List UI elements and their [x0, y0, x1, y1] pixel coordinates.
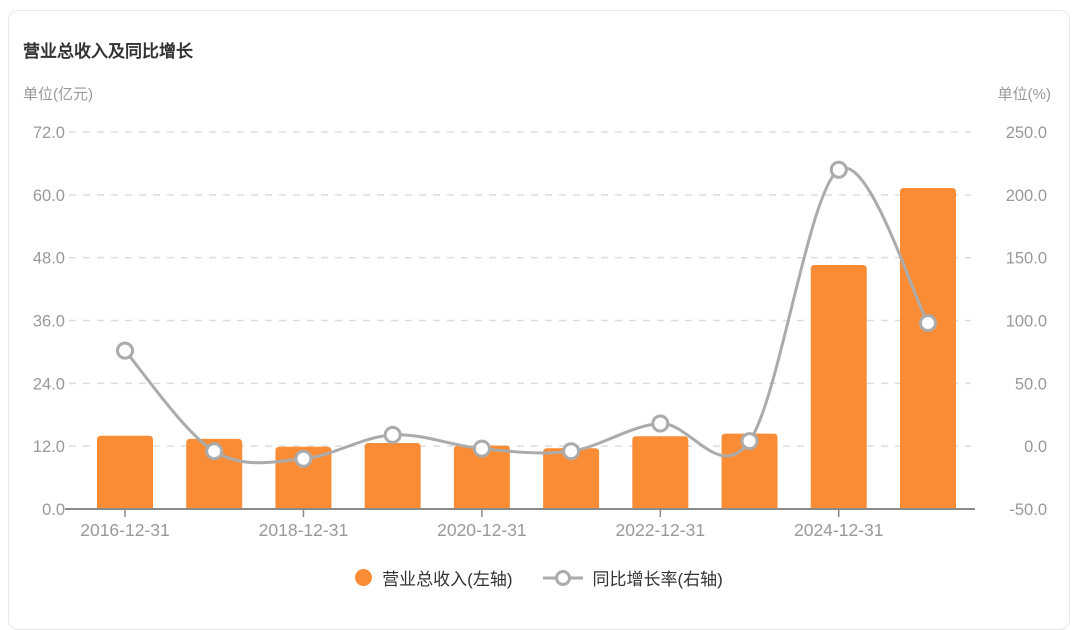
line-series-legend-marker-icon	[542, 569, 583, 587]
growth-marker-2020-12-31[interactable]	[472, 439, 491, 458]
legend-label-growth: 同比增长率(右轴)	[592, 570, 723, 589]
right-axis-unit-label: 单位(%)	[997, 86, 1051, 103]
left-axis-unit-label: 单位(亿元)	[23, 86, 93, 103]
bar-2019-12-31[interactable]	[364, 443, 421, 509]
growth-marker-2018-12-31[interactable]	[294, 449, 313, 468]
x-axis-tick-label: 2018-12-31	[259, 520, 349, 540]
left-axis-tick-label: 72.0	[33, 124, 65, 142]
left-axis-tick-label: 60.0	[33, 187, 65, 205]
bar-2016-12-31[interactable]	[97, 435, 153, 509]
growth-marker-2023-12-31[interactable]	[740, 432, 759, 451]
right-axis-labels: 250.0 200.0 150.0 100.0 50.0 0.0 -50.0	[1006, 124, 1047, 519]
growth-marker-2017-12-31[interactable]	[205, 442, 224, 461]
chart-card: 营业总收入及同比增长 单位(亿元) 单位(%) 2016-12-31 2018-1…	[8, 10, 1070, 630]
growth-marker-2019-12-31[interactable]	[383, 425, 402, 444]
left-axis-tick-label: 0.0	[42, 501, 65, 519]
bar-2022-12-31[interactable]	[632, 436, 689, 509]
x-axis-labels: 2016-12-31 2018-12-31 2020-12-31 2022-12-31…	[80, 510, 884, 540]
x-axis-tick-label: 2016-12-31	[80, 520, 170, 540]
bar-series-legend-marker-icon	[355, 569, 373, 586]
legend-item-revenue[interactable]: 营业总收入(左轴)	[355, 565, 513, 590]
right-axis-tick-label: 0.0	[1024, 438, 1047, 456]
left-axis-tick-label: 12.0	[33, 438, 65, 456]
growth-marker-2021-12-31[interactable]	[562, 442, 581, 461]
left-axis-tick-label: 24.0	[33, 375, 65, 393]
legend-item-growth[interactable]: 同比增长率(右轴)	[542, 565, 723, 590]
gridlines	[69, 131, 971, 447]
legend-label-revenue: 营业总收入(左轴)	[382, 570, 513, 589]
bar-2025-12-31[interactable]	[899, 188, 956, 510]
x-axis-tick-label: 2020-12-31	[437, 520, 527, 540]
left-axis-tick-label: 36.0	[33, 313, 65, 331]
bar-2020-12-31[interactable]	[453, 445, 510, 509]
right-axis-tick-label: 50.0	[1015, 375, 1047, 393]
growth-marker-2025-12-31[interactable]	[918, 314, 937, 333]
right-axis-tick-label: -50.0	[1009, 501, 1047, 519]
right-axis-tick-label: 100.0	[1006, 313, 1047, 331]
bar-2018-12-31[interactable]	[275, 446, 332, 509]
bar-2021-12-31[interactable]	[543, 448, 600, 509]
right-axis-tick-label: 250.0	[1006, 124, 1047, 142]
chart-title: 营业总收入及同比增长	[23, 42, 193, 61]
x-axis-tick-label: 2022-12-31	[616, 520, 706, 540]
left-axis-labels: 72.0 60.0 48.0 36.0 24.0 12.0 0.0	[33, 124, 65, 519]
right-axis-tick-label: 150.0	[1006, 250, 1047, 268]
left-axis-tick-label: 48.0	[33, 250, 65, 268]
growth-marker-2016-12-31[interactable]	[116, 341, 134, 360]
growth-markers	[116, 160, 937, 468]
growth-marker-2022-12-31[interactable]	[651, 414, 670, 433]
legend: 营业总收入(左轴) 同比增长率(右轴)	[9, 565, 1069, 590]
bar-2024-12-31[interactable]	[810, 264, 867, 509]
revenue-bars	[97, 188, 956, 510]
growth-line	[123, 166, 930, 465]
x-axis-tick-label: 2024-12-31	[794, 520, 884, 540]
combo-chart: 2016-12-31 2018-12-31 2020-12-31 2022-12-31…	[33, 124, 1047, 540]
growth-marker-2024-12-31[interactable]	[829, 160, 848, 179]
right-axis-tick-label: 200.0	[1006, 187, 1047, 205]
